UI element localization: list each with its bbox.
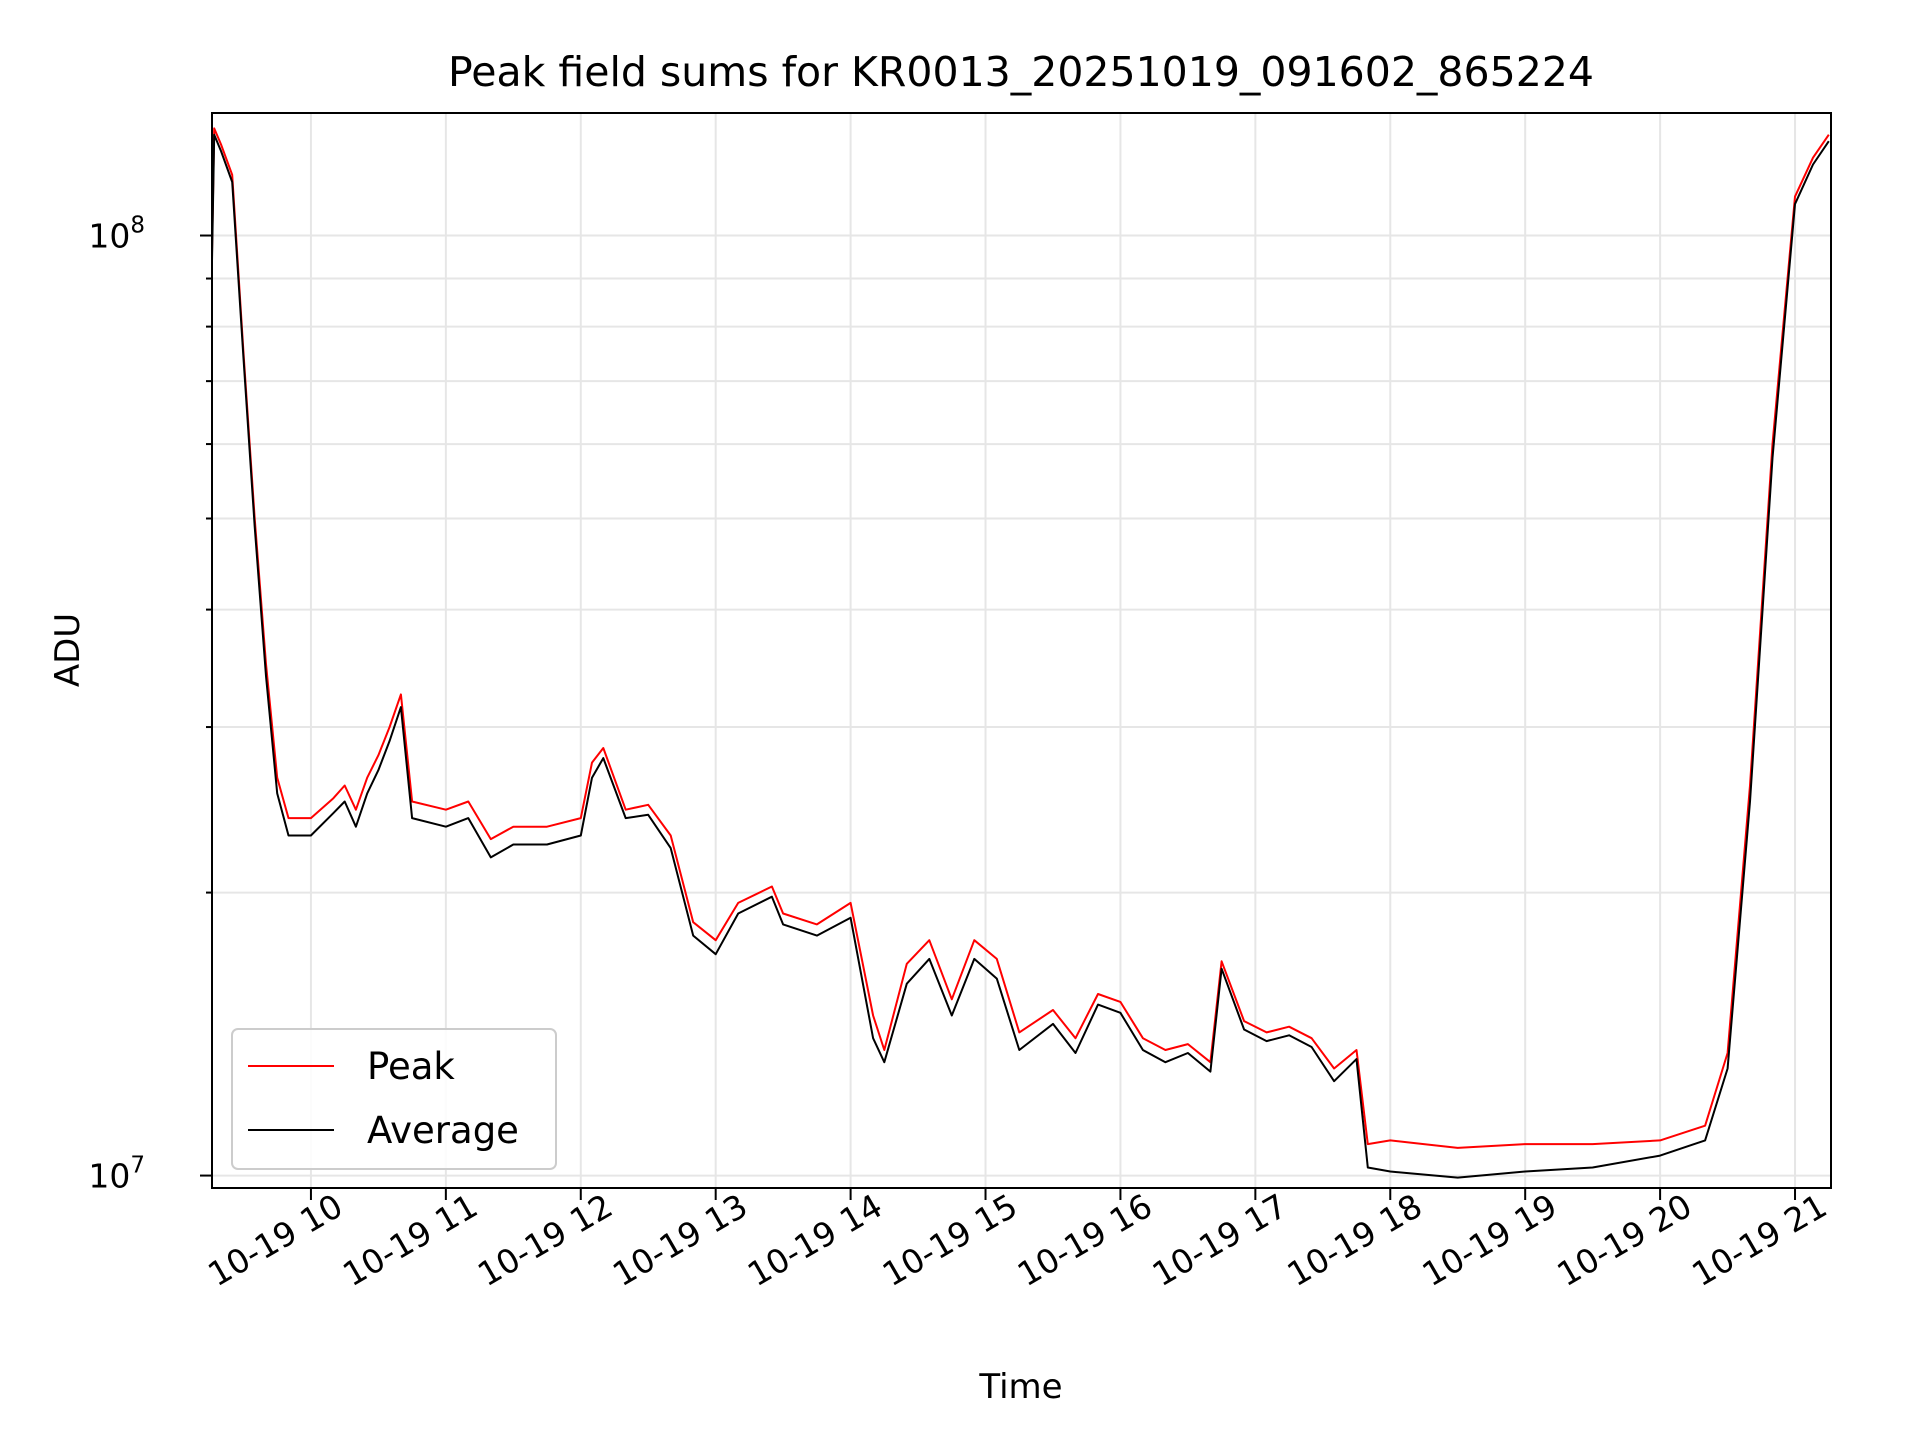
legend-box bbox=[231, 1028, 557, 1170]
x-axis-label: Time bbox=[978, 1367, 1062, 1407]
plot-frame bbox=[211, 112, 1832, 1189]
y-tick-label-exponent: 8 bbox=[130, 213, 145, 239]
y-tick-label-exponent: 7 bbox=[130, 1153, 145, 1179]
y-axis-label: ADU bbox=[48, 613, 88, 687]
legend: Peak Average bbox=[231, 1028, 557, 1170]
legend-label-average: Average bbox=[367, 1109, 519, 1152]
grid-lines bbox=[212, 113, 1831, 1188]
y-tick-label: 107 bbox=[88, 1153, 145, 1196]
chart-title: Peak field sums for KR0013_20251019_0916… bbox=[448, 48, 1594, 96]
series-line-average bbox=[211, 133, 1830, 1179]
y-tick-label-base: 10 bbox=[88, 217, 130, 256]
y-tick-label-base: 10 bbox=[88, 1157, 130, 1196]
y-tick-label: 108 bbox=[88, 213, 145, 256]
series-line-peak bbox=[211, 127, 1830, 1149]
series-lines bbox=[211, 127, 1830, 1179]
legend-label-peak: Peak bbox=[367, 1045, 455, 1088]
